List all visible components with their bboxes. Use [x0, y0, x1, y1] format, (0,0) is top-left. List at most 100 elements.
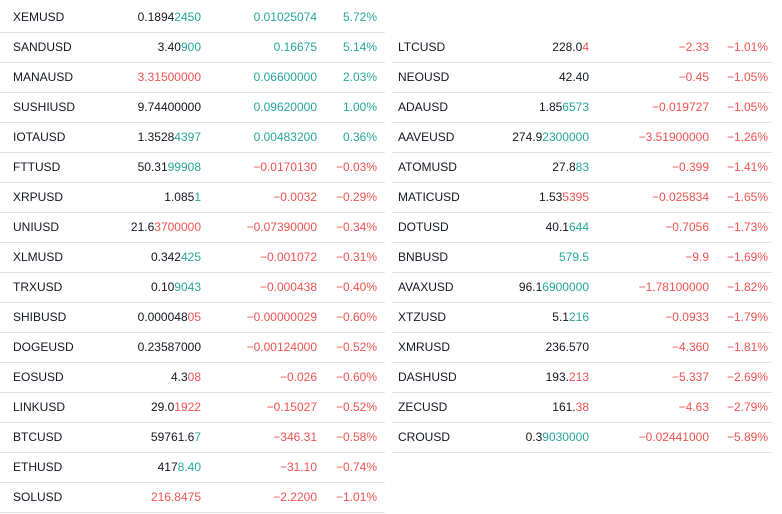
ticker-symbol[interactable]: DOGEUSD — [13, 340, 74, 354]
ticker-symbol[interactable]: SUSHIUSD — [13, 100, 76, 114]
ticker-symbol[interactable]: AAVEUSD — [398, 130, 455, 144]
price-change-percent: −0.60% — [335, 370, 377, 384]
ticker-row-eosusd[interactable]: EOSUSD 4.308 −0.026 −0.60% — [0, 363, 385, 393]
ticker-symbol[interactable]: DASHUSD — [398, 370, 457, 384]
last-price: 40.1644 — [546, 220, 589, 234]
ticker-symbol[interactable]: ZECUSD — [398, 400, 448, 414]
price-change-percent: 0.36% — [342, 130, 377, 144]
price-change-percent: −0.52% — [335, 400, 377, 414]
ticker-symbol[interactable]: ETHUSD — [13, 460, 63, 474]
ticker-symbol[interactable]: SANDUSD — [13, 40, 72, 54]
last-price-changed-digits: 2450 — [174, 10, 201, 24]
price-change: −0.0032 — [273, 190, 317, 204]
ticker-row-linkusd[interactable]: LINKUSD 29.01922 −0.15027 −0.52% — [0, 393, 385, 423]
ticker-row-manausd[interactable]: MANAUSD 3.31500000 0.06600000 2.03% — [0, 63, 385, 93]
ticker-row-xlmusd[interactable]: XLMUSD 0.342425 −0.001072 −0.31% — [0, 243, 385, 273]
ticker-symbol[interactable]: TRXUSD — [13, 280, 63, 294]
last-price-changed-digits: 7 — [194, 430, 201, 444]
ticker-row-xmrusd[interactable]: XMRUSD 236.570 −4.360 −1.81% — [392, 333, 772, 363]
last-price-changed-digits: 425 — [180, 250, 201, 264]
ticker-symbol[interactable]: ATOMUSD — [398, 160, 457, 174]
price-change: 0.00483200 — [253, 130, 317, 144]
ticker-symbol[interactable]: LTCUSD — [398, 40, 446, 54]
ticker-row-aaveusd[interactable]: AAVEUSD 274.92300000 −3.51900000 −1.26% — [392, 123, 772, 153]
last-price-changed-digits: 213 — [568, 370, 589, 384]
ticker-symbol[interactable]: MANAUSD — [13, 70, 74, 84]
last-price-changed-digits: 38 — [575, 400, 589, 414]
ticker-symbol[interactable]: EOSUSD — [13, 370, 64, 384]
price-change-percent: −1.79% — [726, 310, 768, 324]
last-price-changed-digits: 579.5 — [558, 250, 589, 264]
last-price: 42.40 — [559, 70, 589, 84]
ticker-symbol[interactable]: XRPUSD — [13, 190, 64, 204]
ticker-row-atomusd[interactable]: ATOMUSD 27.883 −0.399 −1.41% — [392, 153, 772, 183]
last-price: 9.74400000 — [138, 100, 201, 114]
ticker-row-dotusd[interactable]: DOTUSD 40.1644 −0.7056 −1.73% — [392, 213, 772, 243]
ticker-row-sushiusd[interactable]: SUSHIUSD 9.74400000 0.09620000 1.00% — [0, 93, 385, 123]
price-change: 0.06600000 — [253, 70, 317, 84]
price-change-percent: −2.79% — [726, 400, 768, 414]
ticker-symbol[interactable]: BTCUSD — [13, 430, 63, 444]
price-change: −0.00124000 — [246, 340, 317, 354]
price-change: −2.33 — [678, 40, 709, 54]
last-price-stable-digits: 1.3528 — [137, 130, 175, 144]
last-price-changed-digits: 83 — [575, 160, 589, 174]
ticker-row-avaxusd[interactable]: AVAXUSD 96.16900000 −1.78100000 −1.82% — [392, 273, 772, 303]
last-price-stable-digits: 0.10 — [150, 280, 175, 294]
ticker-row-solusd[interactable]: SOLUSD 216.8475 −2.2200 −1.01% — [0, 483, 385, 513]
ticker-row-xtzusd[interactable]: XTZUSD 5.1216 −0.0933 −1.79% — [392, 303, 772, 333]
ticker-row-maticusd[interactable]: MATICUSD 1.535395 −0.025834 −1.65% — [392, 183, 772, 213]
ticker-symbol[interactable]: NEOUSD — [398, 70, 450, 84]
last-price: 4.308 — [171, 370, 201, 384]
ticker-symbol[interactable]: CROUSD — [398, 430, 451, 444]
ticker-row-btcusd[interactable]: BTCUSD 59761.67 −346.31 −0.58% — [0, 423, 385, 453]
ticker-symbol[interactable]: XMRUSD — [398, 340, 451, 354]
ticker-row-neousd[interactable]: NEOUSD 42.40 −0.45 −1.05% — [392, 63, 772, 93]
ticker-symbol[interactable]: FTTUSD — [13, 160, 61, 174]
ticker-symbol[interactable]: MATICUSD — [398, 190, 460, 204]
ticker-row-fttusd[interactable]: FTTUSD 50.3199908 −0.0170130 −0.03% — [0, 153, 385, 183]
last-price-stable-digits: 5.1 — [552, 310, 569, 324]
ticker-symbol[interactable]: UNIUSD — [13, 220, 60, 234]
last-price: 161.38 — [552, 400, 589, 414]
ticker-row-iotausd[interactable]: IOTAUSD 1.35284397 0.00483200 0.36% — [0, 123, 385, 153]
price-change-percent: −1.81% — [726, 340, 768, 354]
ticker-row-sandusd[interactable]: SANDUSD 3.40900 0.16675 5.14% — [0, 33, 385, 63]
ticker-row-adausd[interactable]: ADAUSD 1.856573 −0.019727 −1.05% — [392, 93, 772, 123]
ticker-row-xemusd[interactable]: XEMUSD 0.18942450 0.01025074 5.72% — [0, 3, 385, 33]
last-price-changed-digits: 216 — [568, 310, 589, 324]
ticker-row-xrpusd[interactable]: XRPUSD 1.0851 −0.0032 −0.29% — [0, 183, 385, 213]
last-price-stable-digits: 1.085 — [164, 190, 195, 204]
ticker-symbol[interactable]: ADAUSD — [398, 100, 449, 114]
ticker-symbol[interactable]: BNBUSD — [398, 250, 449, 264]
ticker-row-uniusd[interactable]: UNIUSD 21.63700000 −0.07390000 −0.34% — [0, 213, 385, 243]
ticker-symbol[interactable]: XTZUSD — [398, 310, 446, 324]
ticker-row-trxusd[interactable]: TRXUSD 0.109043 −0.000438 −0.40% — [0, 273, 385, 303]
ticker-row-ltcusd[interactable]: LTCUSD 228.04 −2.33 −1.01% — [392, 33, 772, 63]
price-change-percent: 5.72% — [342, 10, 377, 24]
price-change-percent: −1.69% — [726, 250, 768, 264]
last-price: 0.23587000 — [138, 340, 201, 354]
price-change: −4.360 — [671, 340, 709, 354]
ticker-symbol[interactable]: XLMUSD — [13, 250, 64, 264]
ticker-row-zecusd[interactable]: ZECUSD 161.38 −4.63 −2.79% — [392, 393, 772, 423]
ticker-symbol[interactable]: LINKUSD — [13, 400, 66, 414]
ticker-row-dashusd[interactable]: DASHUSD 193.213 −5.337 −2.69% — [392, 363, 772, 393]
ticker-symbol[interactable]: SOLUSD — [13, 490, 63, 504]
ticker-symbol[interactable]: SHIBUSD — [13, 310, 67, 324]
ticker-row-dogeusd[interactable]: DOGEUSD 0.23587000 −0.00124000 −0.52% — [0, 333, 385, 363]
ticker-row-shibusd[interactable]: SHIBUSD 0.00004805 −0.00000029 −0.60% — [0, 303, 385, 333]
last-price-stable-digits: 50.31 — [137, 160, 168, 174]
ticker-row-bnbusd[interactable]: BNBUSD 579.5 −9.9 −1.69% — [392, 243, 772, 273]
ticker-symbol[interactable]: IOTAUSD — [13, 130, 66, 144]
ticker-symbol[interactable]: AVAXUSD — [398, 280, 454, 294]
ticker-row-crousd[interactable]: CROUSD 0.39030000 −0.02441000 −5.89% — [392, 423, 772, 453]
price-change: −0.07390000 — [246, 220, 317, 234]
ticker-row-ethusd[interactable]: ETHUSD 4178.40 −31.10 −0.74% — [0, 453, 385, 483]
last-price-stable-digits: 193. — [545, 370, 569, 384]
last-price-stable-digits: 1.53 — [538, 190, 563, 204]
price-change: −0.15027 — [266, 400, 317, 414]
last-price-stable-digits: 0.23587000 — [137, 340, 201, 354]
ticker-symbol[interactable]: DOTUSD — [398, 220, 449, 234]
ticker-symbol[interactable]: XEMUSD — [13, 10, 65, 24]
